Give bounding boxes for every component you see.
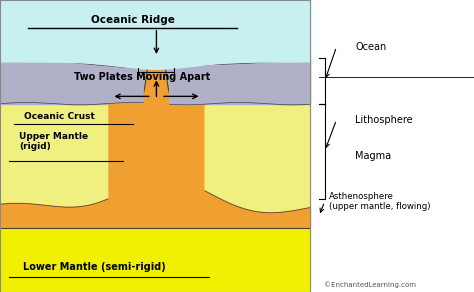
- Text: ©EnchantedLearning.com: ©EnchantedLearning.com: [324, 281, 416, 288]
- Polygon shape: [109, 0, 204, 228]
- Polygon shape: [170, 61, 310, 105]
- Polygon shape: [0, 61, 143, 105]
- Polygon shape: [0, 179, 310, 228]
- Bar: [0, 104, 310, 228]
- Text: Magma: Magma: [356, 151, 392, 161]
- Text: Ocean: Ocean: [356, 42, 387, 52]
- Text: Asthenosphere
(upper mantle, flowing): Asthenosphere (upper mantle, flowing): [329, 192, 431, 211]
- Bar: [0, 0, 310, 58]
- Bar: [0, 58, 310, 104]
- Text: Oceanic Ridge: Oceanic Ridge: [91, 15, 174, 25]
- Text: Lower Mantle (semi-rigid): Lower Mantle (semi-rigid): [23, 262, 166, 272]
- Bar: [0, 228, 310, 292]
- Text: Oceanic Crust: Oceanic Crust: [24, 112, 95, 121]
- Text: Upper Mantle
(rigid): Upper Mantle (rigid): [19, 132, 88, 151]
- Text: Two Plates Moving Apart: Two Plates Moving Apart: [74, 72, 210, 82]
- Text: Lithosphere: Lithosphere: [356, 115, 413, 125]
- Polygon shape: [0, 0, 310, 69]
